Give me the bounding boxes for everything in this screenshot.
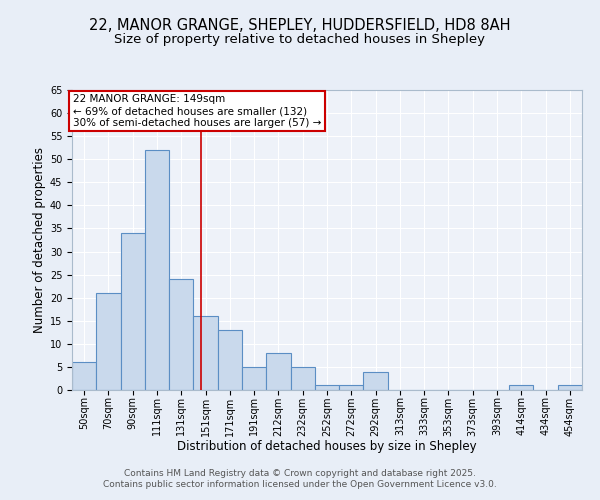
Bar: [121, 233, 145, 390]
Bar: [290, 367, 315, 390]
Bar: [145, 150, 169, 390]
Bar: [218, 330, 242, 390]
Bar: [339, 386, 364, 390]
Text: 22, MANOR GRANGE, SHEPLEY, HUDDERSFIELD, HD8 8AH: 22, MANOR GRANGE, SHEPLEY, HUDDERSFIELD,…: [89, 18, 511, 32]
Bar: [242, 367, 266, 390]
Text: Size of property relative to detached houses in Shepley: Size of property relative to detached ho…: [115, 32, 485, 46]
Text: Contains HM Land Registry data © Crown copyright and database right 2025.: Contains HM Land Registry data © Crown c…: [124, 468, 476, 477]
Bar: [509, 386, 533, 390]
Bar: [558, 386, 582, 390]
Bar: [266, 353, 290, 390]
Bar: [193, 316, 218, 390]
Bar: [72, 362, 96, 390]
Bar: [96, 293, 121, 390]
X-axis label: Distribution of detached houses by size in Shepley: Distribution of detached houses by size …: [177, 440, 477, 453]
Y-axis label: Number of detached properties: Number of detached properties: [32, 147, 46, 333]
Text: Contains public sector information licensed under the Open Government Licence v3: Contains public sector information licen…: [103, 480, 497, 489]
Text: 22 MANOR GRANGE: 149sqm
← 69% of detached houses are smaller (132)
30% of semi-d: 22 MANOR GRANGE: 149sqm ← 69% of detache…: [73, 94, 322, 128]
Bar: [315, 386, 339, 390]
Bar: [364, 372, 388, 390]
Bar: [169, 279, 193, 390]
